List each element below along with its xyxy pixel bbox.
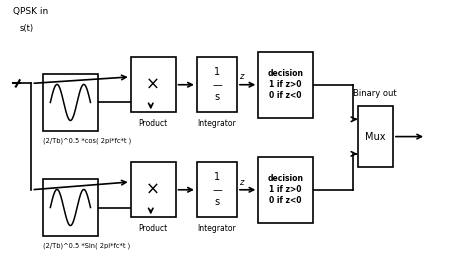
Text: Integrator: Integrator: [198, 119, 237, 128]
Text: z: z: [239, 177, 244, 187]
Text: Integrator: Integrator: [198, 224, 237, 233]
FancyBboxPatch shape: [43, 179, 98, 236]
Text: 1
—
s: 1 — s: [212, 172, 222, 207]
FancyBboxPatch shape: [258, 52, 313, 117]
Text: Binary out: Binary out: [354, 89, 397, 98]
FancyBboxPatch shape: [357, 106, 393, 167]
Text: Mux: Mux: [365, 131, 385, 142]
Text: Product: Product: [138, 119, 168, 128]
FancyBboxPatch shape: [43, 74, 98, 131]
Text: (2/Tb)^0.5 *cos( 2pi*fc*t ): (2/Tb)^0.5 *cos( 2pi*fc*t ): [43, 137, 131, 144]
FancyBboxPatch shape: [131, 162, 175, 217]
FancyBboxPatch shape: [258, 157, 313, 223]
Text: QPSK in: QPSK in: [12, 7, 48, 16]
Text: ×: ×: [146, 76, 160, 94]
FancyBboxPatch shape: [131, 57, 175, 112]
Text: (2/Tb)^0.5 *Sin( 2pi*fc*t ): (2/Tb)^0.5 *Sin( 2pi*fc*t ): [43, 242, 130, 249]
Text: Product: Product: [138, 224, 168, 233]
FancyBboxPatch shape: [197, 162, 237, 217]
Text: decision
1 if z>0
0 if z<0: decision 1 if z>0 0 if z<0: [267, 174, 303, 205]
Text: ×: ×: [146, 181, 160, 199]
Text: 1
—
s: 1 — s: [212, 67, 222, 102]
Text: decision
1 if z>0
0 if z<0: decision 1 if z>0 0 if z<0: [267, 69, 303, 100]
Text: z: z: [239, 73, 244, 82]
Text: s(t): s(t): [19, 24, 34, 33]
FancyBboxPatch shape: [197, 57, 237, 112]
